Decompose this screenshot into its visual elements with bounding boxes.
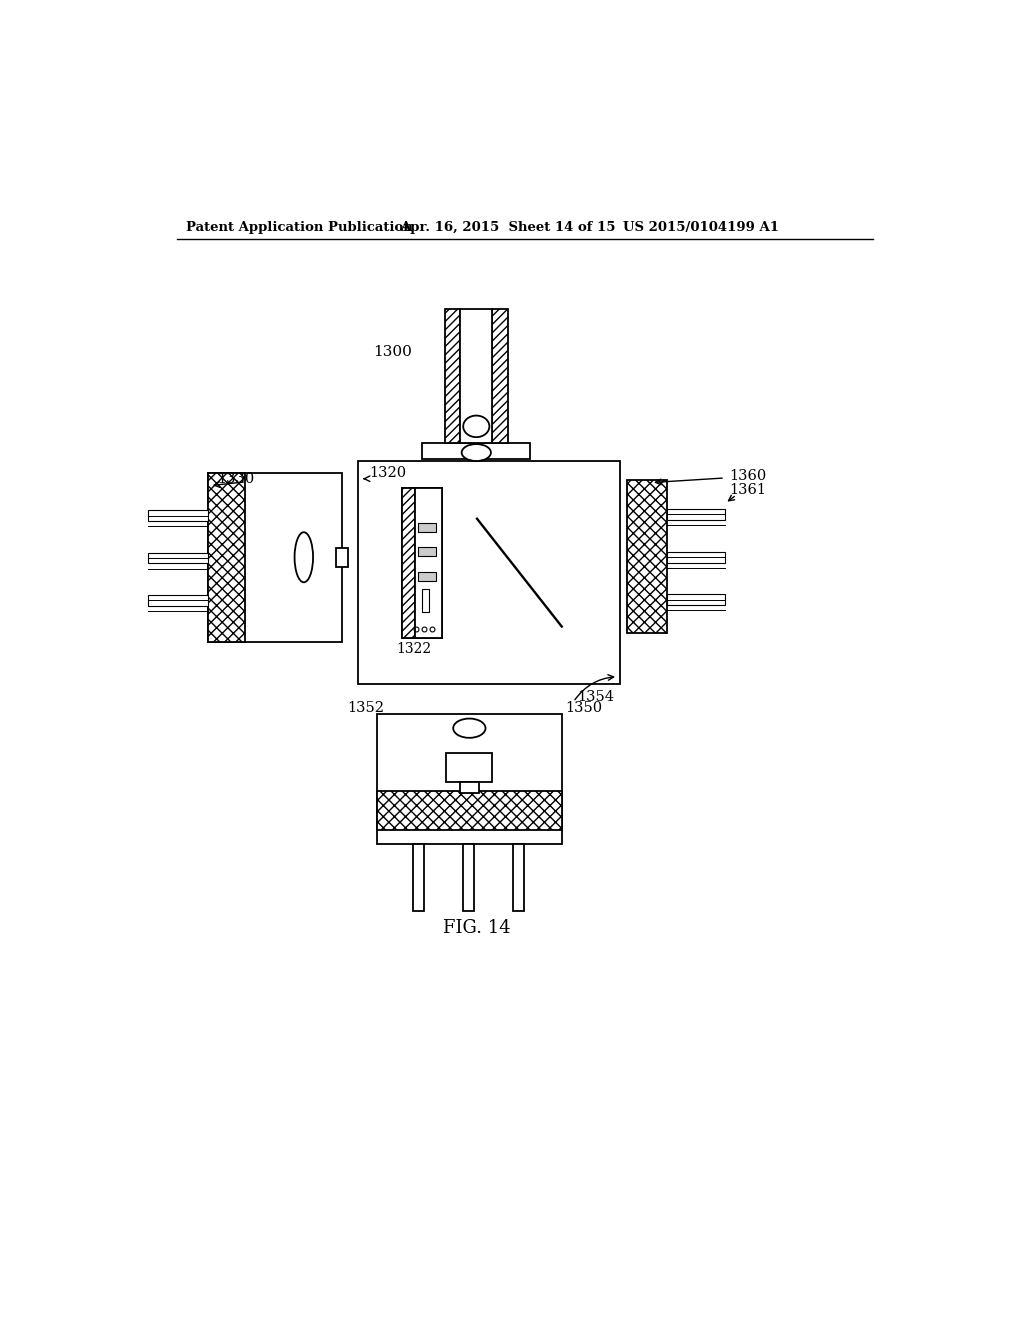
Bar [147, 595, 208, 606]
Bar [402, 488, 442, 638]
Bar [418, 548, 436, 557]
Ellipse shape [454, 718, 485, 738]
Bar [493, 309, 508, 444]
Bar [668, 508, 725, 520]
Bar [513, 843, 524, 911]
Ellipse shape [462, 444, 490, 461]
Bar [446, 752, 493, 781]
Bar [418, 523, 436, 532]
Bar [377, 714, 562, 843]
Text: Apr. 16, 2015  Sheet 14 of 15: Apr. 16, 2015 Sheet 14 of 15 [400, 222, 615, 234]
Bar [668, 552, 725, 562]
Bar [463, 843, 474, 911]
Text: 1330: 1330 [217, 473, 254, 487]
Bar [460, 781, 478, 793]
Text: 1352: 1352 [348, 701, 385, 715]
Bar [208, 473, 245, 642]
Bar [208, 473, 342, 642]
Text: 1350: 1350 [565, 701, 603, 715]
Bar [415, 488, 442, 638]
Text: 1322: 1322 [396, 642, 431, 656]
Bar [628, 480, 668, 632]
Text: 1360: 1360 [729, 470, 766, 483]
Bar [377, 792, 562, 830]
Bar [402, 488, 415, 638]
Bar [147, 553, 208, 564]
Text: 1361: 1361 [729, 483, 766, 496]
Bar [336, 548, 348, 566]
Ellipse shape [463, 416, 489, 437]
Text: 1354: 1354 [578, 690, 614, 705]
Bar [668, 594, 725, 605]
Text: FIG. 14: FIG. 14 [443, 920, 511, 937]
Text: 1300: 1300 [373, 346, 412, 359]
Text: US 2015/0104199 A1: US 2015/0104199 A1 [624, 222, 779, 234]
Bar [460, 309, 493, 444]
Bar [147, 511, 208, 521]
Text: 1320: 1320 [370, 466, 407, 479]
Bar [422, 589, 429, 612]
Bar [357, 461, 620, 684]
Text: Patent Application Publication: Patent Application Publication [186, 222, 413, 234]
Bar [418, 572, 436, 581]
Bar [413, 843, 424, 911]
Bar [422, 444, 530, 459]
Bar [444, 309, 460, 444]
Ellipse shape [295, 532, 313, 582]
